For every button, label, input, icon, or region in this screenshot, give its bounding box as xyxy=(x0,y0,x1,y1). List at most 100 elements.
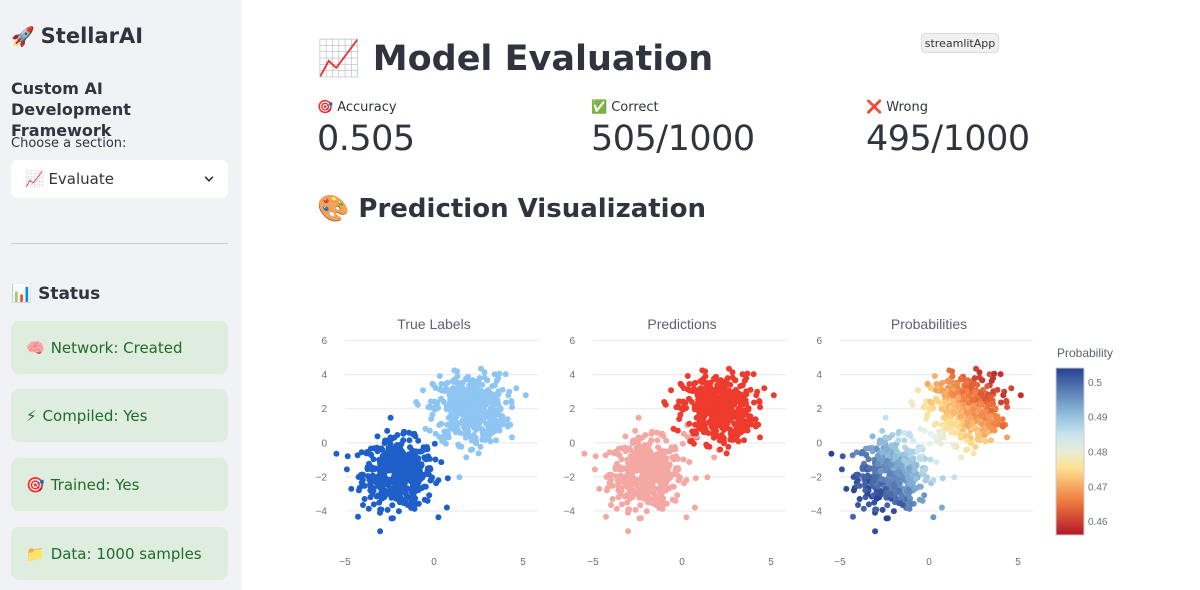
data-point xyxy=(415,437,422,444)
data-point xyxy=(937,430,944,437)
data-point xyxy=(938,504,945,511)
data-point xyxy=(344,453,351,460)
data-point xyxy=(438,420,445,427)
metric-label-text: Correct xyxy=(611,100,659,115)
data-point xyxy=(470,419,477,426)
data-point xyxy=(641,443,648,449)
data-point xyxy=(968,381,975,388)
data-point xyxy=(895,487,902,494)
data-point xyxy=(609,496,616,502)
data-point xyxy=(482,400,489,407)
data-point xyxy=(732,377,739,384)
data-point xyxy=(468,379,475,386)
data-point xyxy=(988,437,994,444)
data-point xyxy=(503,399,509,406)
data-point xyxy=(379,461,386,467)
data-point xyxy=(444,387,451,394)
data-point xyxy=(854,477,861,484)
data-point xyxy=(887,491,894,498)
data-point xyxy=(921,427,928,434)
data-point xyxy=(875,494,882,501)
data-point xyxy=(865,456,872,463)
data-point xyxy=(861,475,868,482)
data-point xyxy=(686,381,693,387)
data-point xyxy=(711,454,718,461)
data-point xyxy=(409,447,416,454)
data-point xyxy=(641,461,648,468)
data-point xyxy=(432,430,439,437)
data-point xyxy=(896,428,902,435)
data-point xyxy=(659,505,666,512)
data-point xyxy=(397,452,404,459)
data-point xyxy=(898,462,905,469)
data-point xyxy=(1004,404,1011,411)
data-point xyxy=(635,434,642,441)
sidebar: 🚀 StellarAI Custom AI Development Framew… xyxy=(0,0,241,590)
data-point xyxy=(984,429,991,436)
data-point xyxy=(951,474,958,481)
data-point xyxy=(683,514,690,521)
data-point xyxy=(435,477,442,484)
data-point xyxy=(615,487,622,494)
data-point xyxy=(469,446,476,453)
data-point xyxy=(1004,434,1010,441)
data-point xyxy=(629,440,636,447)
data-point xyxy=(635,489,642,496)
data-point xyxy=(637,453,644,460)
data-point xyxy=(716,379,723,386)
data-point xyxy=(986,371,993,378)
data-point xyxy=(358,449,365,456)
section-select[interactable]: 📈 Evaluate xyxy=(11,160,228,198)
data-point xyxy=(496,370,503,377)
data-point xyxy=(414,481,421,488)
data-point xyxy=(700,428,707,435)
data-point xyxy=(691,504,698,511)
data-point xyxy=(839,453,846,460)
data-point xyxy=(455,408,461,415)
prediction-scatter-plot[interactable]: True Labels 6 4 2 0 −2 −4 −5 0 5 Predictions 6 4 2 0 −2… xyxy=(300,300,1180,590)
data-point xyxy=(680,398,687,405)
data-point xyxy=(502,371,509,378)
data-point xyxy=(632,449,639,456)
data-point xyxy=(489,402,496,409)
data-point xyxy=(717,446,724,453)
data-point xyxy=(879,476,886,483)
data-point xyxy=(609,482,616,489)
data-point xyxy=(432,385,439,392)
folder-icon: 📁 xyxy=(26,544,45,563)
data-point xyxy=(654,429,660,436)
data-point xyxy=(862,487,869,494)
data-point xyxy=(431,440,438,447)
data-point xyxy=(361,482,368,489)
data-point xyxy=(384,506,391,513)
data-point xyxy=(471,409,477,416)
data-point xyxy=(866,445,872,452)
data-point xyxy=(913,475,919,482)
data-point xyxy=(952,430,959,436)
data-point xyxy=(988,377,995,384)
data-point xyxy=(871,468,878,475)
data-point xyxy=(473,381,480,388)
data-point xyxy=(933,459,940,466)
data-point xyxy=(843,485,850,492)
y-tick-label: 0 xyxy=(321,438,327,449)
data-point xyxy=(984,402,991,409)
data-point xyxy=(401,468,408,475)
data-point xyxy=(930,405,937,411)
data-point xyxy=(943,425,949,432)
data-point xyxy=(489,429,496,436)
data-point xyxy=(670,483,677,490)
status-text: Data: 1000 samples xyxy=(50,544,202,563)
data-point xyxy=(907,433,914,440)
data-point xyxy=(958,413,965,420)
data-point xyxy=(907,457,914,464)
data-point xyxy=(987,417,994,424)
app-badge[interactable]: streamlitApp xyxy=(921,33,999,53)
data-point xyxy=(509,434,515,441)
data-point xyxy=(991,370,998,377)
data-point xyxy=(661,501,667,508)
data-point xyxy=(382,467,389,474)
data-point xyxy=(931,373,938,379)
data-point xyxy=(493,407,500,414)
data-point xyxy=(635,414,642,421)
